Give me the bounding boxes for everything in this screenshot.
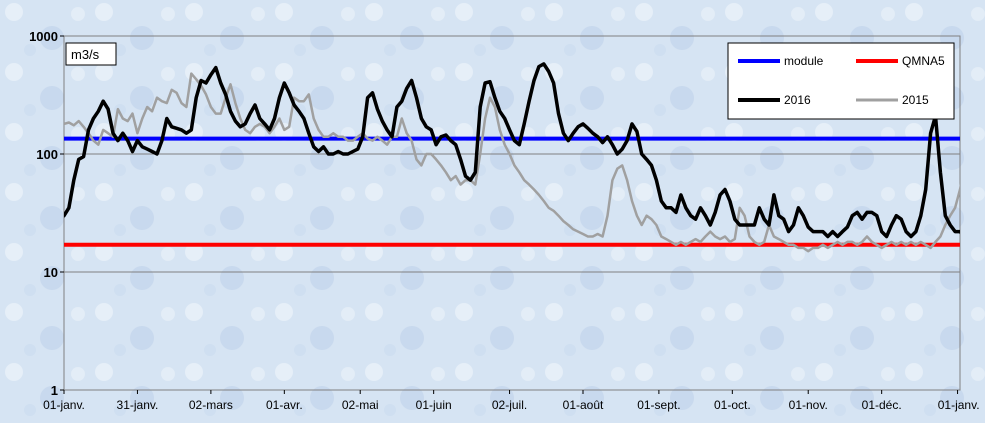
legend-label-qmna5: QMNA5 [902, 54, 945, 68]
x-axis-tick-labels: 01-janv. 31-janv. 02-mars 01-avr. 02-mai 01-j… [43, 398, 979, 412]
x-tick-label: 01-janv. [43, 398, 85, 412]
legend-label-module: module [784, 54, 824, 68]
y-tick-label: 1 [51, 383, 58, 398]
legend-label-2016: 2016 [784, 93, 811, 107]
y-tick-label: 1000 [29, 29, 58, 44]
x-tick-label: 01-juin [416, 398, 452, 412]
y-axis-tick-labels: 1 10 100 1000 [29, 29, 58, 398]
x-tick-label: 01-août [563, 398, 604, 412]
y-tick-label: 10 [44, 265, 58, 280]
x-tick-label: 31-janv. [117, 398, 159, 412]
unit-label: m3/s [71, 47, 100, 62]
x-tick-label: 02-juil. [492, 398, 527, 412]
data-series [64, 62, 960, 253]
unit-label-box: m3/s [65, 42, 117, 66]
x-tick-label: 01-oct. [714, 398, 751, 412]
gridlines [60, 35, 960, 394]
series-line-2016 [64, 62, 960, 239]
series-line-2015 [64, 72, 960, 253]
x-tick-label: 01-sept. [637, 398, 680, 412]
x-tick-label: 01-janv. [938, 398, 980, 412]
x-tick-label: 01-avr. [266, 398, 303, 412]
y-tick-label: 100 [36, 147, 58, 162]
x-tick-label: 01-déc. [862, 398, 902, 412]
legend-label-2015: 2015 [902, 93, 929, 107]
x-tick-label: 01-nov. [789, 398, 828, 412]
legend-box [727, 42, 955, 120]
legend: module QMNA5 2016 2015 [727, 42, 955, 120]
x-tick-label: 02-mai [342, 398, 379, 412]
x-tick-label: 02-mars [189, 398, 233, 412]
